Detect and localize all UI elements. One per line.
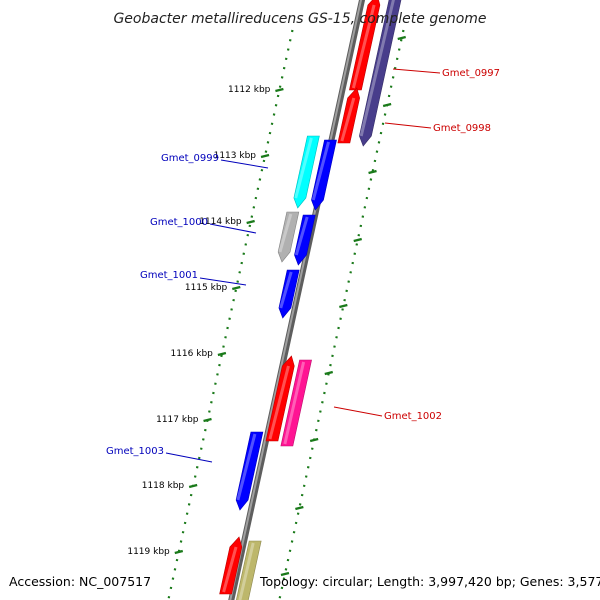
outer-tick-mark — [397, 35, 407, 41]
outer-tick-mark — [280, 571, 290, 577]
kbp-tick: 1118 kbp — [142, 481, 198, 491]
gene-arrow-highlight — [311, 141, 330, 201]
gene-features — [219, 0, 402, 600]
gene-arrow-highlight — [294, 216, 309, 256]
gene-label-group: Gmet_0999 — [161, 153, 269, 169]
kbp-tick: 1114 kbp — [199, 217, 255, 227]
gene-label: Gmet_1002 — [384, 411, 442, 422]
kbp-tick-mark — [231, 285, 241, 291]
kbp-tick: 1115 kbp — [185, 283, 241, 293]
kbp-tick-label: 1117 kbp — [156, 415, 199, 425]
gene-arrow — [311, 139, 337, 211]
genome-backbone — [228, 0, 366, 600]
kbp-tick-mark — [275, 87, 284, 93]
backbone-highlight — [229, 0, 363, 600]
gene-arrow-highlight — [236, 433, 257, 501]
outer-tick-mark — [382, 102, 392, 108]
kbp-tick: 1112 kbp — [228, 85, 284, 95]
gene-leader-line — [165, 452, 213, 463]
kbp-tick-label: 1113 kbp — [214, 151, 257, 161]
kbp-tick-mark — [217, 351, 227, 357]
gene-label-group: Gmet_1003 — [106, 446, 213, 463]
gene-label-group: Gmet_1001 — [140, 270, 247, 286]
gene-label: Gmet_0998 — [433, 123, 491, 134]
gene-arrow — [359, 0, 402, 147]
kbp-tick: 1116 kbp — [170, 349, 227, 359]
gene-arrow-body — [278, 269, 300, 319]
kbp-tick-mark — [246, 219, 255, 225]
gene-arrow — [219, 536, 243, 595]
kbp-tick-mark — [260, 153, 270, 159]
kbp-ticks: 1112 kbp 1113 kbp 1114 kbp 1115 kbp 1116 kbp… — [127, 35, 407, 577]
gene-arrow-body — [277, 211, 300, 263]
gene-arrow-highlight — [238, 542, 255, 600]
gene-arrow-highlight — [359, 0, 395, 137]
outer-dotted-ruler — [278, 29, 405, 600]
gene-arrow-highlight — [279, 271, 293, 309]
gene-label-group: Gmet_0998 — [384, 122, 491, 134]
gene-leader-line — [199, 277, 247, 286]
kbp-tick-label: 1112 kbp — [228, 85, 271, 95]
gene-leader-line — [220, 159, 269, 169]
gene-arrow — [337, 87, 360, 144]
gene-arrow-body — [294, 214, 316, 266]
gene-arrow-highlight — [351, 4, 376, 89]
kbp-tick-mark — [174, 549, 184, 555]
gene-label-leaders: Gmet_0997 Gmet_0998 Gmet_0999 Gmet_1000 Gmet… — [106, 68, 500, 463]
gene-arrow-body — [235, 431, 264, 511]
gene-arrow-body — [359, 0, 402, 147]
kbp-tick-mark — [203, 417, 212, 423]
gene-arrow-highlight — [222, 546, 238, 593]
accession-text: Accession: NC_007517 — [9, 574, 151, 589]
gene-leader-line — [392, 68, 441, 74]
gene-arrow — [236, 540, 262, 600]
gene-arrow — [277, 211, 300, 263]
outer-tick-mark — [324, 370, 334, 376]
gene-leader-line — [333, 406, 383, 417]
gene-arrow — [235, 431, 264, 511]
gene-label: Gmet_1000 — [150, 217, 208, 228]
outer-tick-mark — [295, 505, 304, 511]
gene-arrow — [278, 269, 300, 319]
gene-arrow-body — [293, 135, 320, 209]
gene-arrow-highlight — [268, 365, 290, 440]
gene-leader-line — [384, 122, 432, 129]
outer-tick-mark — [368, 169, 377, 175]
kbp-tick: 1113 kbp — [214, 151, 270, 161]
gene-arrow — [349, 0, 381, 91]
outer-tick-mark — [339, 303, 348, 309]
gene-label-group: Gmet_1002 — [333, 406, 442, 422]
gene-label-group: Gmet_1000 — [150, 217, 257, 234]
kbp-tick-label: 1115 kbp — [185, 283, 228, 293]
inner-dotted-ruler — [167, 29, 294, 600]
map-title: Geobacter metallireducens GS-15, complet… — [113, 11, 486, 27]
gene-label-group: Gmet_0997 — [392, 68, 500, 79]
kbp-tick-mark — [188, 483, 198, 489]
gene-arrow-body — [311, 139, 337, 211]
ruler-dots — [167, 29, 405, 600]
gene-arrow — [265, 355, 295, 442]
gene-label: Gmet_0997 — [442, 68, 500, 79]
gene-arrow-highlight — [283, 361, 306, 445]
gene-arrow — [293, 135, 320, 209]
topology-text: Topology: circular; Length: 3,997,420 bp… — [259, 574, 600, 589]
kbp-tick-label: 1119 kbp — [127, 547, 170, 557]
kbp-tick-label: 1116 kbp — [170, 349, 213, 359]
gene-label: Gmet_0999 — [161, 153, 219, 164]
kbp-tick-label: 1114 kbp — [199, 217, 242, 227]
kbp-tick: 1117 kbp — [156, 415, 212, 425]
gene-label: Gmet_1003 — [106, 446, 164, 457]
kbp-tick-label: 1118 kbp — [142, 481, 185, 491]
gene-arrow — [294, 214, 316, 266]
gene-leader-line — [209, 223, 257, 234]
gene-arrow-highlight — [340, 97, 356, 142]
outer-tick-mark — [353, 237, 363, 243]
kbp-tick: 1119 kbp — [127, 547, 184, 557]
gene-arrow — [280, 359, 312, 447]
gene-arrow-highlight — [294, 137, 313, 199]
outer-tick-mark — [309, 437, 319, 443]
gene-arrow-highlight — [278, 213, 293, 253]
gene-label: Gmet_1001 — [140, 270, 198, 281]
